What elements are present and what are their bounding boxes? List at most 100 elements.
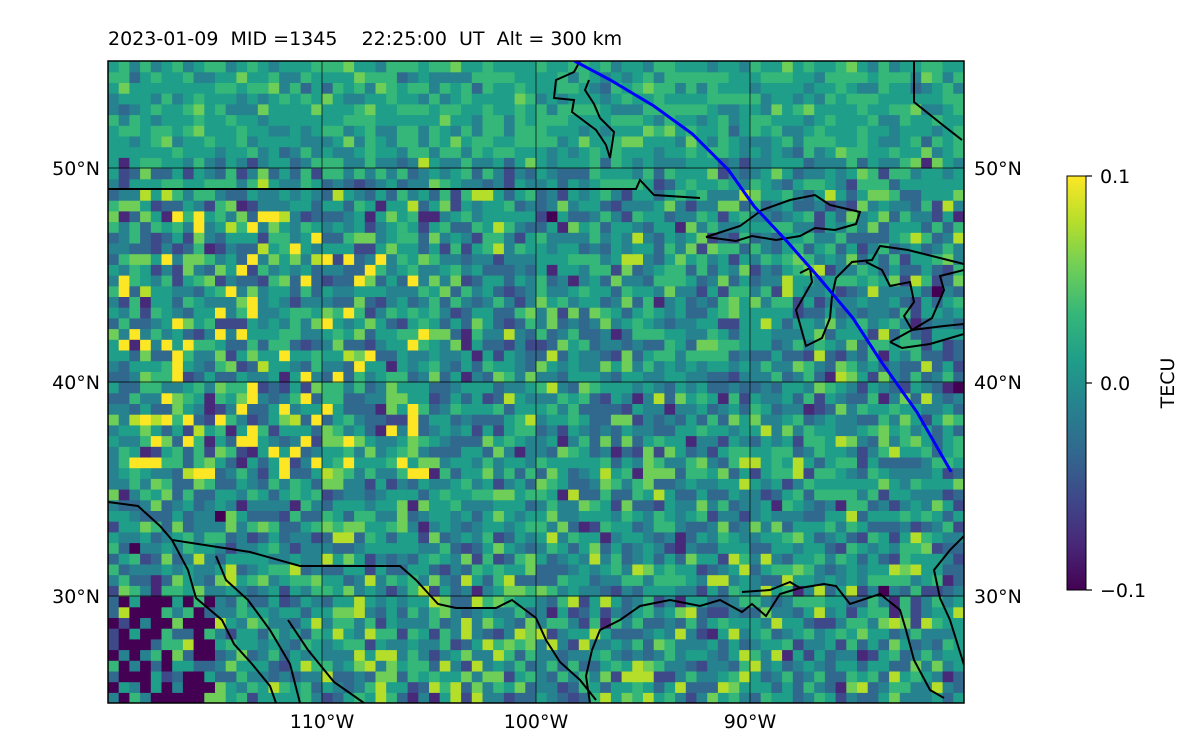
heatmap-cell: [247, 200, 259, 212]
heatmap-cell: [546, 168, 558, 180]
heatmap-cell: [921, 210, 933, 223]
heatmap-cell: [835, 553, 847, 565]
heatmap-cell: [782, 553, 794, 565]
heatmap-cell: [343, 660, 355, 672]
heatmap-cell: [204, 478, 216, 490]
heatmap-cell: [161, 403, 173, 415]
heatmap-cell: [525, 317, 537, 330]
heatmap-cell: [717, 638, 730, 651]
heatmap-cell: [279, 382, 291, 394]
heatmap-cell: [279, 349, 291, 362]
heatmap-cell: [439, 489, 451, 501]
heatmap-cell: [675, 339, 687, 351]
heatmap-cell: [364, 628, 377, 640]
heatmap-cell: [332, 456, 344, 469]
heatmap-cell: [129, 392, 141, 404]
heatmap-cell: [536, 200, 548, 212]
heatmap-cell: [247, 446, 259, 458]
heatmap-cell: [857, 339, 869, 351]
heatmap-cell: [225, 628, 237, 640]
heatmap-cell: [193, 317, 205, 330]
heatmap-cell: [386, 317, 398, 330]
heatmap-cell: [867, 349, 879, 362]
heatmap-cell: [910, 93, 922, 105]
heatmap-cell: [910, 232, 922, 244]
heatmap-cell: [108, 424, 120, 437]
heatmap-cell: [910, 446, 922, 458]
heatmap-cell: [354, 553, 366, 565]
heatmap-cell: [311, 210, 323, 223]
heatmap-cell: [878, 585, 890, 597]
heatmap-cell: [632, 168, 644, 180]
heatmap-cell: [728, 307, 740, 319]
heatmap-cell: [332, 574, 344, 586]
heatmap-cell: [247, 296, 259, 308]
heatmap-cell: [225, 510, 237, 522]
heatmap-cell: [824, 135, 837, 148]
heatmap-cell: [750, 178, 762, 190]
heatmap-cell: [910, 328, 922, 340]
heatmap-cell: [578, 189, 591, 201]
heatmap-cell: [407, 285, 419, 297]
heatmap-cell: [910, 82, 922, 94]
heatmap-cell: [439, 446, 451, 458]
heatmap-cell: [279, 670, 291, 683]
heatmap-cell: [942, 574, 954, 586]
heatmap-cell: [418, 328, 430, 340]
heatmap-cell: [439, 467, 451, 479]
heatmap-cell: [760, 135, 772, 148]
heatmap-cell: [568, 681, 580, 693]
heatmap-cell: [364, 531, 377, 544]
heatmap-cell: [375, 435, 387, 447]
heatmap-cell: [439, 681, 451, 693]
heatmap-cell: [525, 157, 537, 169]
heatmap-cell: [675, 200, 687, 212]
heatmap-cell: [664, 275, 676, 287]
heatmap-cell: [589, 574, 601, 586]
heatmap-cell: [664, 435, 676, 447]
heatmap-cell: [664, 285, 676, 297]
heatmap-cell: [450, 349, 462, 362]
heatmap-cell: [354, 157, 366, 169]
heatmap-cell: [311, 446, 323, 458]
heatmap-cell: [910, 596, 922, 608]
heatmap-cell: [878, 93, 890, 105]
heatmap-cell: [675, 168, 687, 180]
heatmap-cell: [675, 285, 687, 297]
heatmap-cell: [589, 467, 601, 479]
heatmap-cell: [268, 574, 280, 586]
heatmap-cell: [364, 307, 377, 319]
heatmap-cell: [108, 403, 120, 415]
heatmap-cell: [750, 285, 762, 297]
heatmap-cell: [771, 253, 783, 265]
heatmap-cell: [193, 606, 205, 618]
heatmap-cell: [578, 574, 591, 586]
heatmap-cell: [150, 61, 163, 73]
heatmap-cell: [600, 146, 612, 158]
heatmap-cell: [300, 296, 312, 308]
heatmap-cell: [931, 210, 944, 223]
heatmap-cell: [225, 296, 237, 308]
heatmap-cell: [750, 253, 762, 265]
heatmap-cell: [257, 681, 270, 693]
heatmap-cell: [236, 135, 248, 148]
heatmap-cell: [257, 103, 270, 116]
heatmap-cell: [867, 61, 879, 73]
heatmap-cell: [803, 275, 815, 287]
heatmap-cell: [910, 135, 922, 148]
heatmap-cell: [835, 71, 847, 83]
heatmap-cell: [942, 649, 954, 661]
heatmap-cell: [792, 521, 805, 533]
heatmap-cell: [268, 210, 280, 223]
heatmap-cell: [568, 232, 580, 244]
heatmap-cell: [140, 114, 152, 126]
heatmap-cell: [300, 382, 312, 394]
heatmap-cell: [889, 135, 901, 148]
gulf-of-california: [215, 555, 301, 703]
heatmap-cell: [578, 135, 591, 148]
heatmap-cell: [546, 296, 558, 308]
heatmap-cell: [824, 456, 837, 469]
heatmap-cell: [418, 82, 430, 94]
heatmap-cell: [824, 264, 837, 276]
heatmap-cell: [760, 649, 772, 661]
